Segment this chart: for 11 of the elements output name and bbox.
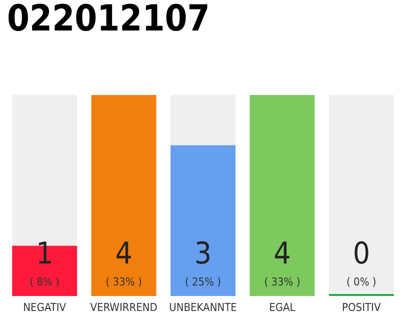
data-label: 0 ( 0% )	[346, 236, 376, 288]
data-label: 4 ( 33% )	[106, 236, 142, 288]
x-tick-label: VERWIRREND	[90, 301, 158, 314]
x-tick-label: UNBEKANNTE	[169, 301, 237, 314]
data-label: 3 ( 25% )	[184, 236, 222, 288]
x-tick-label: EGAL	[269, 301, 296, 314]
x-tick-label: NEGATIV	[23, 301, 66, 314]
x-tick-label: POSITIV	[342, 301, 381, 314]
data-label: 4 ( 33% )	[264, 236, 300, 288]
chart-title: 022012107	[7, 0, 210, 40]
data-label: 1 ( 8% )	[30, 236, 60, 288]
